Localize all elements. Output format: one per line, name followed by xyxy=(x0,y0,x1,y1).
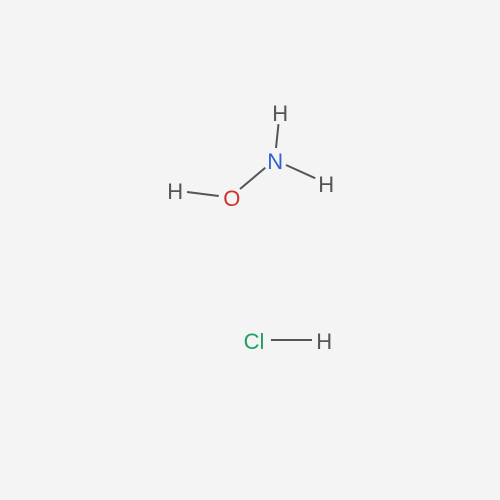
bond-H1-O1 xyxy=(187,191,219,197)
atom-Cl1: Cl xyxy=(239,329,270,355)
bond-O1-N1 xyxy=(240,167,267,190)
atom-O1: O xyxy=(223,186,238,212)
atom-N1: N xyxy=(267,149,282,175)
atom-H2: H xyxy=(272,101,287,127)
atom-H4: H xyxy=(316,329,331,355)
bond-Cl1-H4 xyxy=(271,339,312,341)
bond-N1-H2 xyxy=(275,124,279,148)
atom-H3: H xyxy=(318,172,333,198)
bond-N1-H3 xyxy=(286,164,316,179)
atom-H1: H xyxy=(167,179,182,205)
